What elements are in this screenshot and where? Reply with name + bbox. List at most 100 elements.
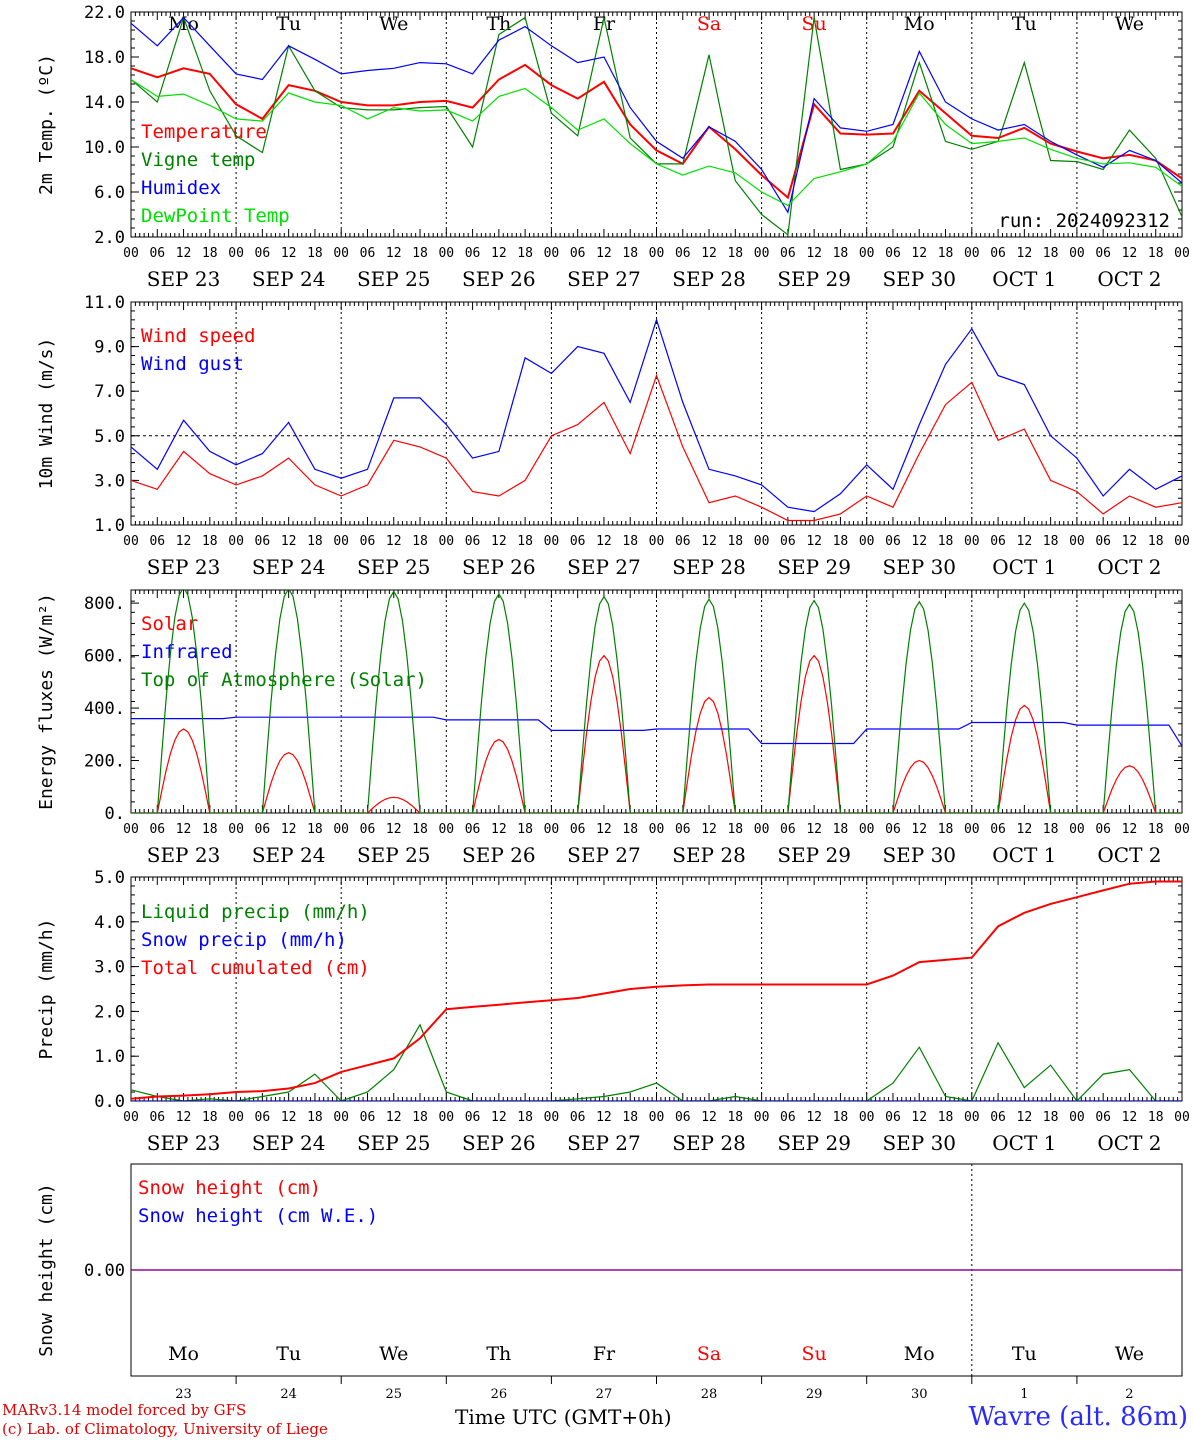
y-tick-label: 3.0 <box>94 958 125 978</box>
legend-entry: Wind speed <box>141 325 255 347</box>
weekday-label: Tu <box>276 1343 301 1365</box>
hour-label: 18 <box>727 246 743 261</box>
hour-label: 18 <box>622 822 638 837</box>
hour-label: 18 <box>727 1110 743 1125</box>
hour-label: 06 <box>255 246 271 261</box>
date-label: OCT 1 <box>992 1131 1056 1155</box>
series-line <box>131 590 1182 813</box>
hour-label: 00 <box>754 534 770 549</box>
y-tick-label: 7.0 <box>94 382 125 402</box>
day-number-label: 30 <box>911 1387 928 1402</box>
hour-label: 18 <box>833 1110 849 1125</box>
hour-label: 00 <box>754 1110 770 1125</box>
hour-label: 12 <box>1122 1110 1138 1125</box>
legend-entry: Vigne temp <box>141 149 255 171</box>
hour-label: 06 <box>885 246 901 261</box>
hour-label: 00 <box>754 246 770 261</box>
weekday-label: Th <box>486 1343 511 1365</box>
hour-label: 12 <box>176 534 192 549</box>
hour-label: 00 <box>438 534 454 549</box>
hour-label: 06 <box>570 822 586 837</box>
date-label: SEP 24 <box>252 267 326 291</box>
y-tick-label: 10.0 <box>84 138 125 158</box>
date-label: SEP 29 <box>777 1131 851 1155</box>
date-label: SEP 26 <box>462 843 536 867</box>
hour-label: 12 <box>806 246 822 261</box>
y-tick-label: 400. <box>84 699 125 719</box>
hour-label: 18 <box>1043 1110 1059 1125</box>
hour-label: 12 <box>701 822 717 837</box>
hour-label: 06 <box>360 246 376 261</box>
legend-entry: Top of Atmosphere (Solar) <box>141 669 427 691</box>
y-tick-label: 2.0 <box>94 228 125 248</box>
hour-label: 18 <box>307 822 323 837</box>
hour-label: 18 <box>307 1110 323 1125</box>
hour-label: 18 <box>1043 822 1059 837</box>
date-label: SEP 30 <box>882 843 956 867</box>
series-line <box>131 373 1182 522</box>
day-number-label: 2 <box>1125 1387 1133 1402</box>
hour-label: 00 <box>544 534 560 549</box>
hour-label: 06 <box>1095 534 1111 549</box>
hour-label: 18 <box>517 246 533 261</box>
date-label: SEP 25 <box>357 1131 431 1155</box>
hour-label: 00 <box>964 534 980 549</box>
hour-label: 18 <box>202 1110 218 1125</box>
hour-label: 12 <box>911 822 927 837</box>
date-label: OCT 1 <box>992 267 1056 291</box>
hour-label: 18 <box>1148 534 1164 549</box>
hour-label: 00 <box>964 1110 980 1125</box>
hour-label: 00 <box>859 1110 875 1125</box>
hour-label: 00 <box>859 822 875 837</box>
hour-label: 06 <box>465 1110 481 1125</box>
legend-entry: Temperature <box>141 121 267 143</box>
hour-label: 12 <box>386 246 402 261</box>
date-label: OCT 2 <box>1097 843 1161 867</box>
date-label: SEP 24 <box>252 1131 326 1155</box>
series-line <box>131 716 1182 747</box>
legend-entry: Snow precip (mm/h) <box>141 929 347 951</box>
hour-label: 00 <box>964 246 980 261</box>
hour-label: 00 <box>228 1110 244 1125</box>
date-label: SEP 28 <box>672 555 746 579</box>
y-axis-label: Precip (mm/h) <box>36 919 57 1060</box>
hour-label: 06 <box>1095 822 1111 837</box>
station-name: Wavre (alt. 86m) <box>968 1402 1188 1432</box>
hour-label: 18 <box>1148 246 1164 261</box>
legend-entry: Wind gust <box>141 353 244 375</box>
hour-label: 12 <box>491 1110 507 1125</box>
hour-label: 12 <box>911 534 927 549</box>
hour-label: 18 <box>412 246 428 261</box>
hour-label: 12 <box>491 246 507 261</box>
y-tick-label: 1.0 <box>94 516 125 536</box>
hour-label: 00 <box>1069 1110 1085 1125</box>
legend-entry: Snow height (cm) <box>138 1177 321 1199</box>
date-label: SEP 23 <box>147 267 221 291</box>
hour-label: 06 <box>149 822 165 837</box>
hour-label: 12 <box>1122 534 1138 549</box>
hour-label: 06 <box>360 534 376 549</box>
y-tick-label: 800. <box>84 594 125 614</box>
hour-label: 12 <box>806 822 822 837</box>
hour-label: 06 <box>990 1110 1006 1125</box>
hour-label: 12 <box>176 246 192 261</box>
weekday-label: Mo <box>168 13 199 35</box>
weekday-label: Tu <box>276 13 301 35</box>
hour-label: 00 <box>438 1110 454 1125</box>
hour-label: 12 <box>701 246 717 261</box>
date-label: SEP 26 <box>462 555 536 579</box>
series-line <box>131 16 1182 214</box>
legend-entry: Solar <box>141 613 198 635</box>
y-tick-label: 0.00 <box>84 1261 125 1281</box>
run-annotation: run: 2024092312 <box>998 210 1170 232</box>
hour-label: 00 <box>754 822 770 837</box>
series-line <box>131 317 1182 513</box>
hour-label: 06 <box>465 822 481 837</box>
hour-label: 12 <box>911 246 927 261</box>
date-label: SEP 24 <box>252 555 326 579</box>
date-label: OCT 1 <box>992 555 1056 579</box>
hour-label: 00 <box>544 822 560 837</box>
day-number-label: 26 <box>491 1387 508 1402</box>
hour-label: 00 <box>1174 534 1190 549</box>
